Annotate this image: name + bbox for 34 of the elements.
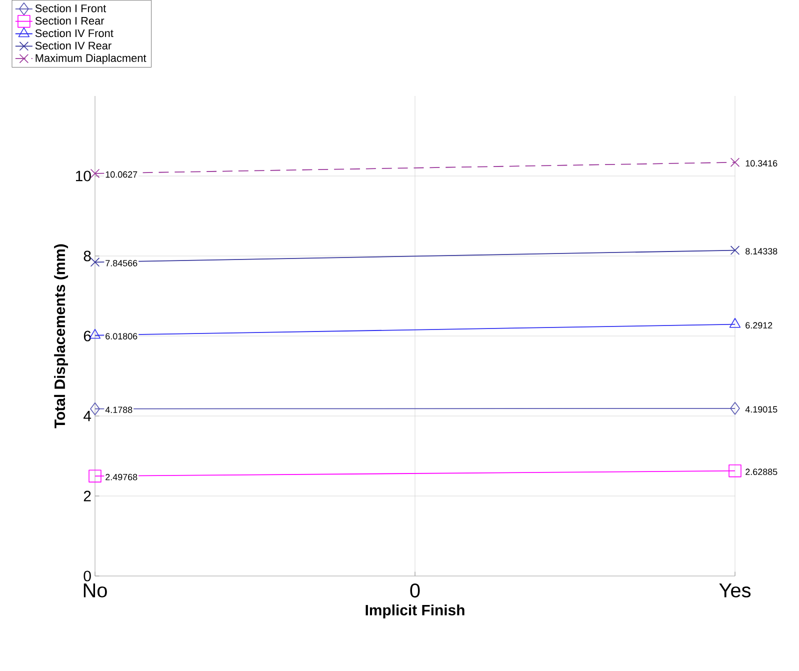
x-axis-title: Implicit Finish (366, 604, 464, 618)
x-tick-label: No (84, 584, 107, 598)
data-label: 7.84566 (106, 260, 138, 266)
point (90, 258, 100, 267)
data-label: 10.0627 (106, 171, 138, 178)
y-tick-label: 10 (76, 170, 91, 182)
y-tick-label: 6 (84, 330, 91, 342)
legend-label: Section IV Rear (35, 41, 112, 50)
data-label: 2.62885 (746, 468, 778, 476)
data-label: 2.49768 (106, 474, 138, 480)
data-label: 6.2912 (746, 322, 772, 329)
data-label: 8.14338 (746, 248, 778, 254)
data-label: 4.19015 (745, 406, 778, 413)
x-tick-label: Yes (719, 584, 751, 598)
point (88, 470, 102, 482)
point (730, 158, 740, 167)
legend-label: Maximum Diaplacment (36, 54, 146, 64)
point (90, 402, 100, 416)
data-label: 4.1788 (105, 406, 132, 414)
legend-label: Section I Rear (35, 16, 104, 25)
y-axis-title: Total Displacements (mm) (54, 244, 68, 428)
point (90, 168, 100, 178)
y-tick-label: 8 (84, 250, 91, 262)
y-tick-label: 0 (84, 570, 91, 582)
legend-label: Section I Front (35, 4, 106, 12)
legend-label: Section IV Front (35, 29, 114, 38)
data-label: 6.01806 (106, 333, 138, 340)
point (728, 464, 742, 478)
x-tick-label: 0 (410, 584, 420, 598)
y-tick-label: 2 (84, 490, 91, 502)
data-label: 10.3416 (746, 160, 778, 167)
y-tick-label: 4 (84, 410, 92, 422)
point (730, 402, 740, 415)
point (730, 246, 740, 255)
